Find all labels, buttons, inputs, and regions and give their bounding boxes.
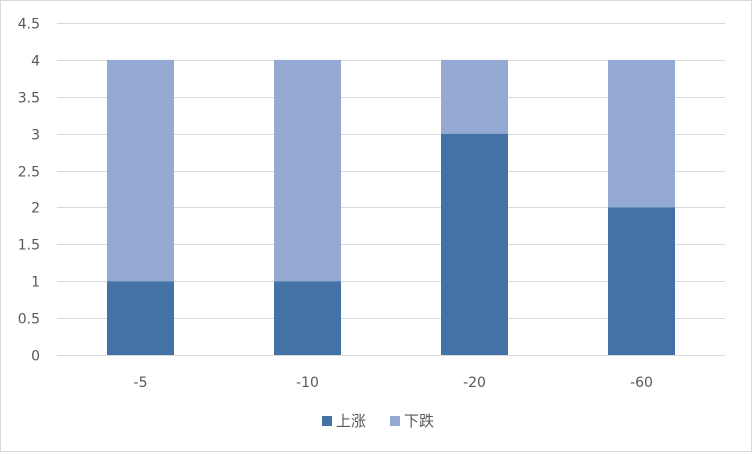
bar-segment-up [441,133,508,355]
bar-segment-down [441,59,508,134]
legend: 上涨 下跌 [322,412,434,430]
x-tick-label: -10 [296,375,319,391]
bar-segment-up [107,281,174,355]
legend-swatch [390,416,400,426]
y-tick-label: 3 [31,128,40,144]
y-tick-label: 0 [31,349,40,365]
x-tick-label: -20 [463,375,486,391]
legend-swatch [322,416,332,426]
bar-segment-down [107,59,174,282]
bar-segment-down [608,59,675,208]
bar-segment-up [274,281,341,355]
y-tick-label: 1.5 [18,238,40,254]
bar-segment-down [274,59,341,282]
x-tick-label: -60 [630,375,653,391]
y-tick-label: 1 [31,275,40,291]
y-tick-label: 4 [31,54,40,70]
y-tick-label: 0.5 [18,312,40,328]
x-tick-label: -5 [134,375,148,391]
y-tick-label: 2.5 [18,165,40,181]
y-tick-label: 2 [31,201,40,217]
y-tick-label: 4.5 [18,17,40,33]
x-axis-ticks: -5 -10 -20 -60 [134,375,653,391]
legend-label: 下跌 [404,412,434,430]
legend-label: 上涨 [336,412,366,430]
y-axis-ticks: 0 0.5 1 1.5 2 2.5 3 3.5 4 4.5 [18,17,40,365]
y-tick-label: 3.5 [18,91,40,107]
bars [107,59,675,355]
bar-segment-up [608,207,675,355]
